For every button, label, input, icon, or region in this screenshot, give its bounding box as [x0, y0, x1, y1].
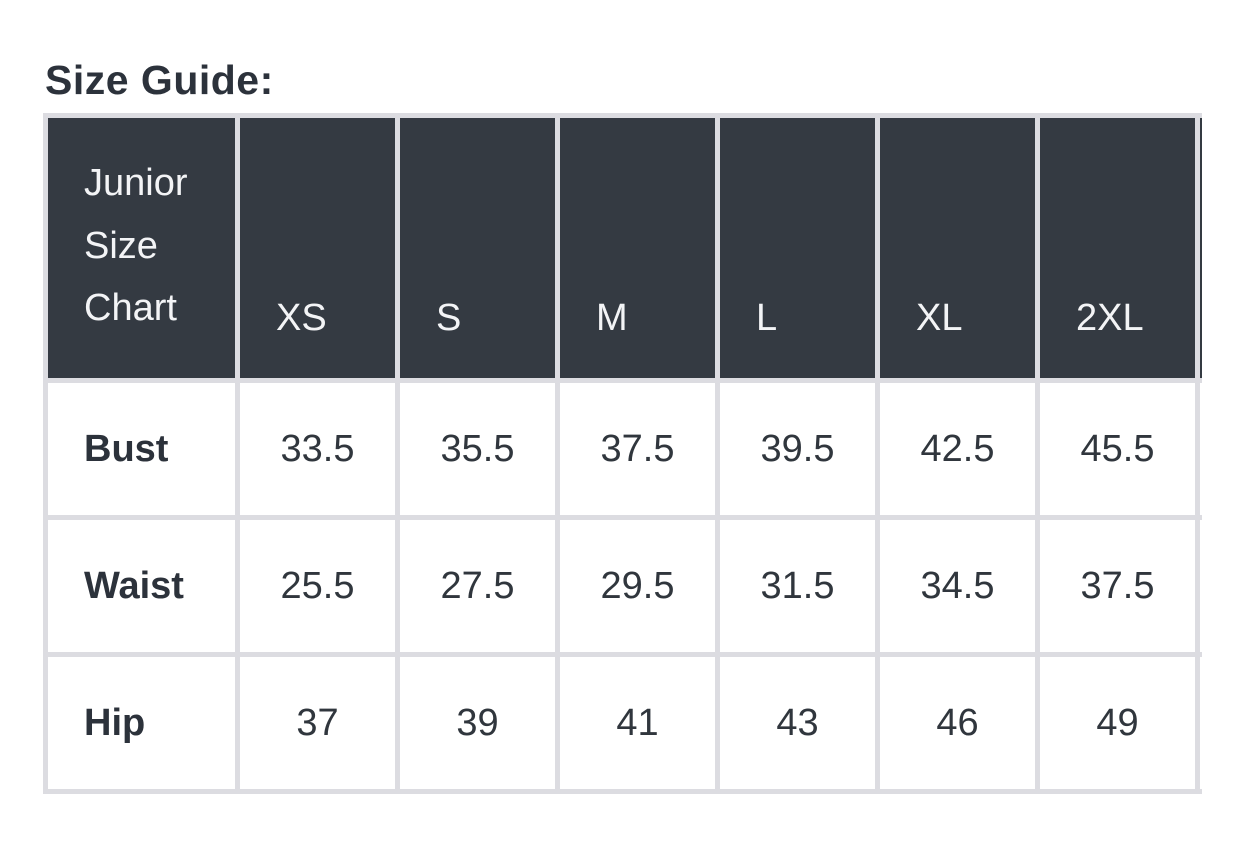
- bust-m-value: 37.5: [555, 378, 720, 520]
- junior-size-chart-table: Junior Size Chart XS S M L XL 2XL Bust 3…: [43, 113, 1202, 794]
- waist-m-value: 29.5: [555, 515, 720, 657]
- column-header-clipped: [1195, 113, 1202, 383]
- column-header-l: L: [715, 113, 880, 383]
- hip-xs-value: 37: [235, 652, 400, 794]
- table-row-hip: Hip 37 39 41 43 46 49: [43, 652, 1202, 794]
- column-header-s: S: [395, 113, 560, 383]
- hip-l-value: 43: [715, 652, 880, 794]
- bust-xl-value: 42.5: [875, 378, 1040, 520]
- column-header-m: M: [555, 113, 720, 383]
- waist-xs-value: 25.5: [235, 515, 400, 657]
- size-table-container: Junior Size Chart XS S M L XL 2XL Bust 3…: [43, 113, 1202, 795]
- corner-header-cell: Junior Size Chart: [43, 113, 240, 383]
- waist-l-value: 31.5: [715, 515, 880, 657]
- hip-2xl-value: 49: [1035, 652, 1200, 794]
- hip-m-value: 41: [555, 652, 720, 794]
- hip-s-value: 39: [395, 652, 560, 794]
- row-label-bust: Bust: [43, 378, 240, 520]
- bust-s-value: 35.5: [395, 378, 560, 520]
- waist-clipped-cell: [1195, 515, 1202, 657]
- table-row-waist: Waist 25.5 27.5 29.5 31.5 34.5 37.5: [43, 515, 1202, 657]
- hip-clipped-cell: [1195, 652, 1202, 794]
- waist-s-value: 27.5: [395, 515, 560, 657]
- bust-clipped-cell: [1195, 378, 1202, 520]
- bust-l-value: 39.5: [715, 378, 880, 520]
- row-label-waist: Waist: [43, 515, 240, 657]
- waist-2xl-value: 37.5: [1035, 515, 1200, 657]
- waist-xl-value: 34.5: [875, 515, 1040, 657]
- column-header-xl: XL: [875, 113, 1040, 383]
- table-row-bust: Bust 33.5 35.5 37.5 39.5 42.5 45.5: [43, 378, 1202, 520]
- header-row: Junior Size Chart XS S M L XL 2XL: [43, 113, 1202, 383]
- column-header-xs: XS: [235, 113, 400, 383]
- bust-xs-value: 33.5: [235, 378, 400, 520]
- bust-2xl-value: 45.5: [1035, 378, 1200, 520]
- column-header-2xl: 2XL: [1035, 113, 1200, 383]
- page-title: Size Guide:: [45, 57, 274, 104]
- row-label-hip: Hip: [43, 652, 240, 794]
- hip-xl-value: 46: [875, 652, 1040, 794]
